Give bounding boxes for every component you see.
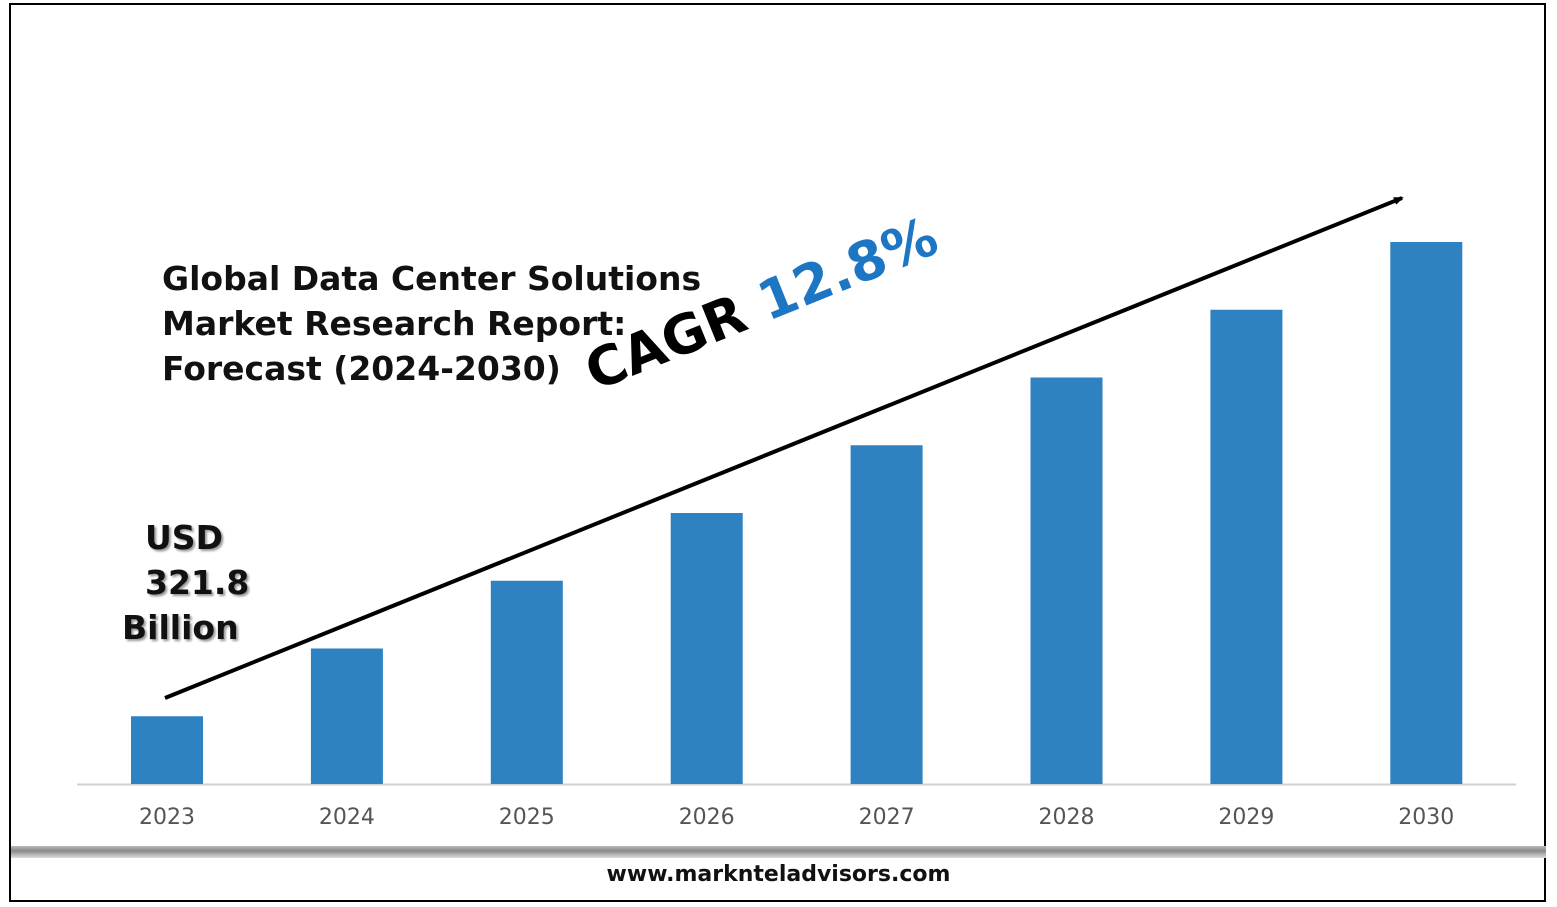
chart-frame <box>9 3 1546 902</box>
bar-2030 <box>1390 242 1463 784</box>
start-value-number: 321.8 <box>145 563 250 602</box>
title-line: Market Research Report: <box>162 304 627 343</box>
growth-arrow <box>164 196 1404 700</box>
x-tick-label: 2030 <box>1398 805 1454 830</box>
title-line: Forecast (2024-2030) <box>162 349 561 388</box>
x-tick-label: 2025 <box>499 805 555 830</box>
x-tick-label: 2027 <box>859 805 915 830</box>
footer-website: www.marknteladvisors.com <box>606 862 951 887</box>
chart-title: Global Data Center Solutions Market Rese… <box>162 256 701 391</box>
bar-2024 <box>310 648 383 784</box>
x-tick-label: 2023 <box>139 805 195 830</box>
footer-divider <box>11 846 1546 858</box>
x-tick-label: 2026 <box>679 805 735 830</box>
bar-2025 <box>490 580 563 784</box>
start-value-unit: Billion <box>122 608 239 647</box>
start-value-currency: USD <box>145 518 223 557</box>
x-tick-label: 2028 <box>1039 805 1095 830</box>
x-tick-label: 2029 <box>1218 805 1274 830</box>
bar-2023 <box>131 716 203 784</box>
bar-2028 <box>1030 377 1103 784</box>
bar-2026 <box>670 513 743 784</box>
bar-2029 <box>1210 309 1283 784</box>
bar-2027 <box>850 445 923 784</box>
title-line: Global Data Center Solutions <box>162 259 702 298</box>
x-tick-label: 2024 <box>319 805 375 830</box>
